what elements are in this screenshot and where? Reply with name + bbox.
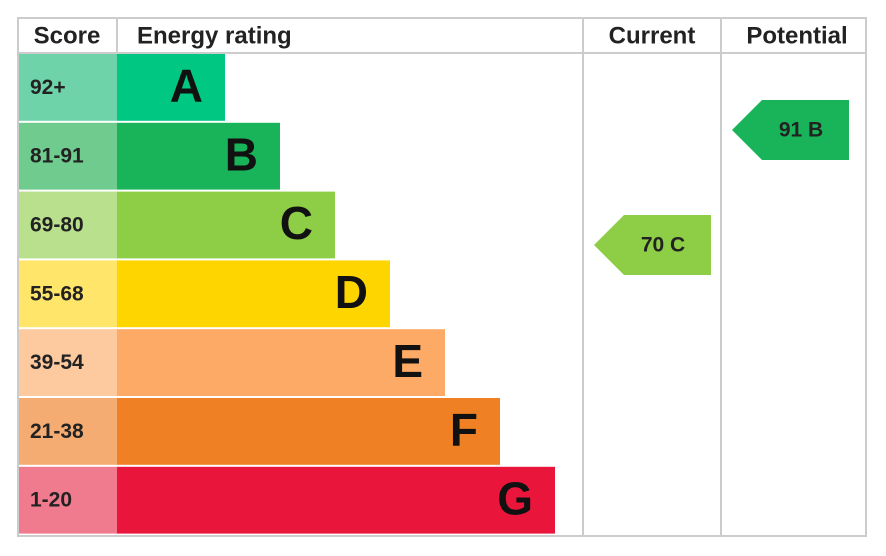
band-bar <box>117 466 555 534</box>
header-potential: Potential <box>746 22 847 49</box>
current-label: 70 C <box>641 234 685 257</box>
potential-arrow: 91 B <box>732 100 849 160</box>
band-bar <box>117 191 335 259</box>
score-cell <box>19 122 117 190</box>
band-score: 1-20 <box>30 489 72 512</box>
band-score: 21-38 <box>30 420 84 443</box>
band-letter: A <box>170 60 203 112</box>
header-current: Current <box>609 22 696 49</box>
score-cell <box>19 329 117 396</box>
band-letter: D <box>335 266 368 318</box>
band-bar <box>117 260 390 328</box>
arrow <box>732 100 849 160</box>
header-energy-rating: Energy rating <box>137 22 292 49</box>
arrow <box>594 215 711 275</box>
band-letter: B <box>225 128 258 180</box>
band-letter: F <box>450 404 478 456</box>
score-cell <box>19 260 117 328</box>
band-letter: C <box>280 197 313 249</box>
current-arrow: 70 C <box>594 215 711 275</box>
score-cell <box>19 398 117 465</box>
potential-label: 91 B <box>779 119 823 142</box>
score-cell <box>19 466 117 534</box>
band-score: 39-54 <box>30 351 84 374</box>
band-letter: E <box>392 335 423 387</box>
band-bar <box>117 329 445 396</box>
band-score: 81-91 <box>30 145 84 168</box>
band-bar <box>117 54 225 121</box>
band-score: 55-68 <box>30 282 84 305</box>
band-score: 92+ <box>30 76 66 99</box>
band-bar <box>117 122 280 190</box>
score-cell <box>19 191 117 259</box>
header-score: Score <box>34 22 101 49</box>
band-score: 69-80 <box>30 214 84 237</box>
band-letter: G <box>497 472 533 524</box>
bands: 92+ A 81-91 B 69-80 C 55-68 D 39-54 E 21-38 F 1-20 G <box>19 54 555 534</box>
band-bar <box>117 398 500 465</box>
score-cell <box>19 54 117 121</box>
